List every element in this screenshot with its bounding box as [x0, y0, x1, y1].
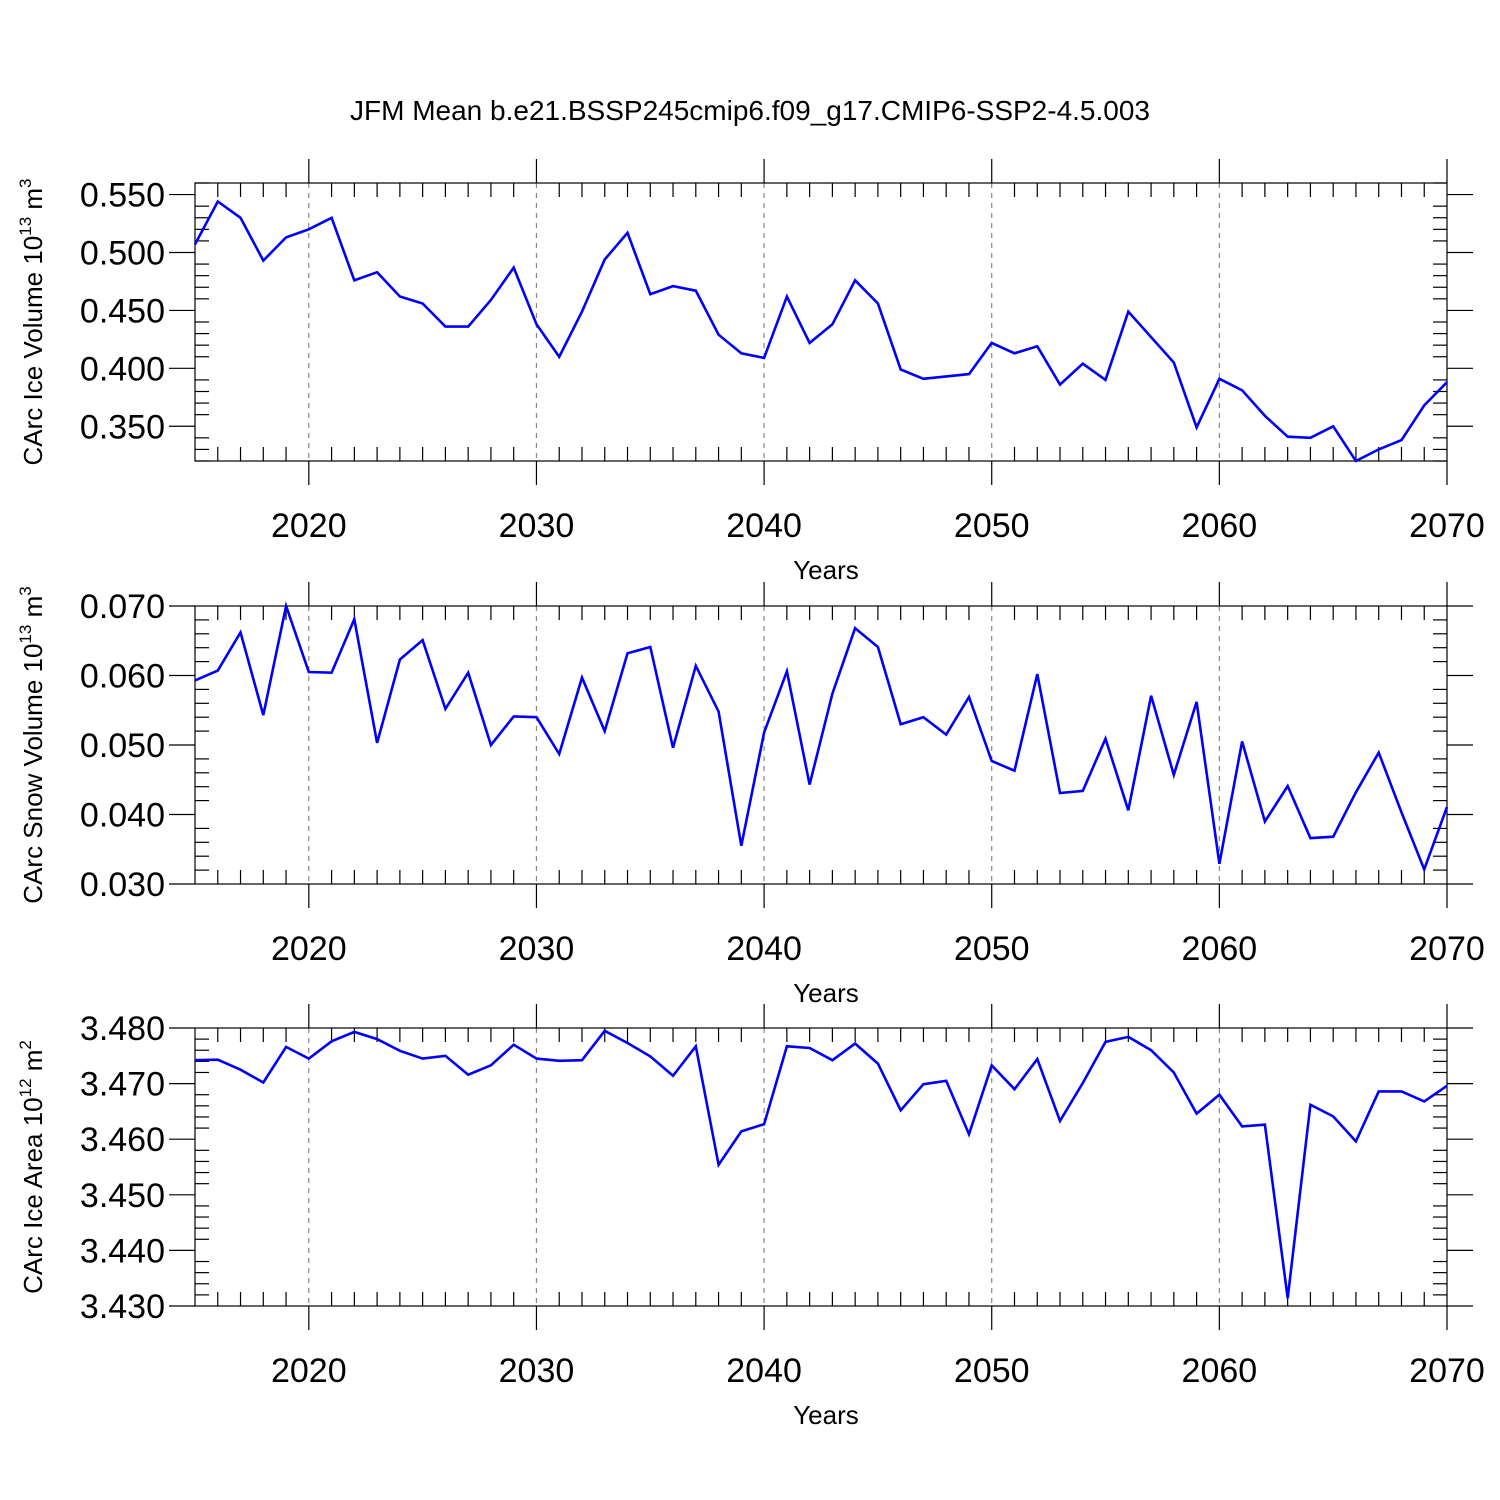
x-tick-label: 2070 — [1409, 507, 1485, 545]
y-tick-label: 3.480 — [80, 1010, 165, 1048]
x-axis-label: Years — [793, 555, 859, 585]
x-tick-label: 2030 — [499, 507, 575, 545]
x-tick-label: 2070 — [1409, 930, 1485, 968]
x-tick-label: 2020 — [271, 1352, 347, 1390]
x-tick-label: 2020 — [271, 930, 347, 968]
x-tick-label: 2030 — [499, 930, 575, 968]
x-tick-label: 2040 — [726, 1352, 802, 1390]
x-tick-label: 2040 — [726, 930, 802, 968]
x-tick-label: 2030 — [499, 1352, 575, 1390]
x-tick-label: 2050 — [954, 507, 1030, 545]
y-tick-label: 3.430 — [80, 1288, 165, 1326]
plot-frame — [194, 182, 1448, 462]
panel-1: 2020 2030 2040 2050 2060 2070 0.350 0.400 0.450 0… — [16, 159, 1485, 585]
y-tick-label: 0.070 — [80, 588, 165, 626]
figure-title: JFM Mean b.e21.BSSP245cmip6.f09_g17.CMIP… — [350, 95, 1150, 126]
y-axis-label: CArc Ice Volume 1013 m3 — [16, 178, 48, 465]
x-tick-label: 2040 — [726, 507, 802, 545]
plot-frame — [194, 1027, 1448, 1307]
y-tick-label: 0.500 — [80, 235, 165, 273]
y-tick-label: 0.060 — [80, 658, 165, 696]
x-axis-label: Years — [793, 1400, 859, 1430]
series-line — [194, 1029, 1448, 1299]
y-tick-label: 3.470 — [80, 1066, 165, 1104]
panel-2: 2020 2030 2040 2050 2060 2070 0.030 0.040 0.050 0… — [16, 582, 1485, 1008]
x-tick-label: 2020 — [271, 507, 347, 545]
y-tick-label: 0.040 — [80, 797, 165, 835]
x-tick-label: 2060 — [1182, 1352, 1258, 1390]
x-tick-label: 2070 — [1409, 1352, 1485, 1390]
y-tick-label: 0.350 — [80, 408, 165, 446]
y-tick-label: 3.460 — [80, 1121, 165, 1159]
series-line — [194, 601, 1449, 874]
plot-frame — [194, 605, 1448, 885]
x-axis-label: Years — [793, 978, 859, 1008]
series-line — [193, 199, 1448, 463]
y-tick-label: 0.400 — [80, 350, 165, 388]
y-tick-label: 0.450 — [80, 292, 165, 330]
y-tick-label: 3.450 — [80, 1177, 165, 1215]
y-axis-label: CArc Snow Volume 1013 m3 — [16, 586, 48, 903]
y-tick-label: 0.030 — [80, 866, 165, 904]
x-tick-label: 2050 — [954, 1352, 1030, 1390]
x-tick-label: 2050 — [954, 930, 1030, 968]
y-axis-label: CArc Ice Area 1012 m2 — [16, 1040, 48, 1294]
y-tick-label: 3.440 — [80, 1232, 165, 1270]
y-tick-label: 0.050 — [80, 727, 165, 765]
x-tick-label: 2060 — [1182, 507, 1258, 545]
y-tick-label: 0.550 — [80, 177, 165, 215]
x-tick-label: 2060 — [1182, 930, 1258, 968]
panel-3: 2020 2030 2040 2050 2060 2070 3.430 3.440 3.450 3… — [16, 1004, 1485, 1430]
